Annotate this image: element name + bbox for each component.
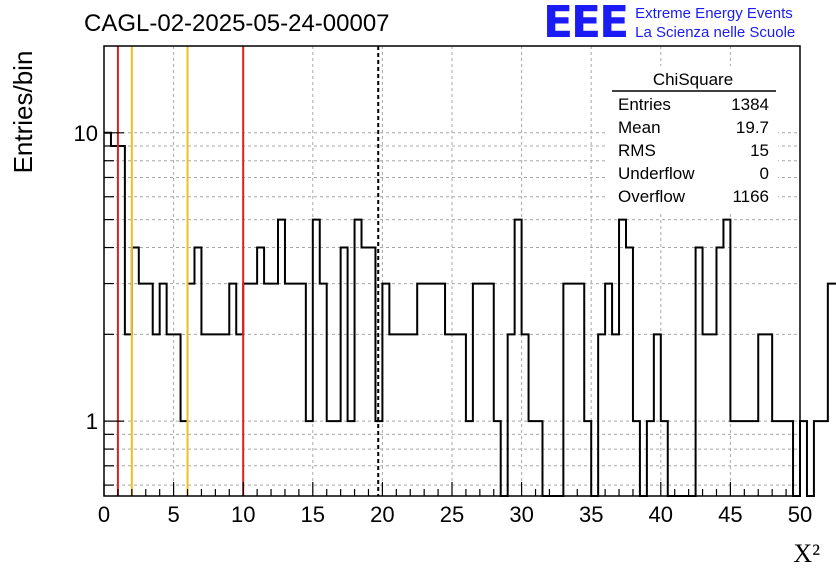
logo-text: Extreme Energy Events La Scienza nelle S…: [635, 4, 795, 42]
logo-mark: EEE: [543, 0, 629, 48]
logo-line-2: La Scienza nelle Scuole: [635, 24, 796, 41]
stats-value: 15: [750, 141, 769, 160]
reference-lines: [116, 46, 380, 496]
stats-box: ChiSquare Entries 1384 Mean 19.7 RMS 15 Underf…: [608, 66, 778, 212]
y-axis-label: Entries/bin: [8, 51, 38, 174]
x-tick-label: 25: [440, 502, 464, 527]
x-tick-label: 10: [231, 502, 255, 527]
stats-label: Entries: [618, 95, 671, 114]
stats-label: Overflow: [618, 187, 686, 206]
logo-line-1: Extreme Energy Events: [635, 5, 793, 22]
stats-label: Mean: [618, 118, 661, 137]
histogram-line: [104, 131, 836, 497]
stats-value: 0: [760, 164, 769, 183]
x-tick-label: 15: [301, 502, 325, 527]
stats-label: RMS: [618, 141, 656, 160]
stats-value: 1384: [731, 95, 769, 114]
y-tick-label: 10: [74, 121, 98, 146]
x-tick-label: 20: [370, 502, 394, 527]
eee-logo: EEE Extreme Energy Events La Scienza nel…: [543, 0, 795, 48]
x-tick-label: 40: [649, 502, 673, 527]
stats-value: 1166: [732, 187, 769, 206]
x-tick-label: 0: [98, 502, 110, 527]
y-tick-label: 1: [86, 409, 98, 434]
stats-label: Underflow: [618, 164, 695, 183]
tick-labels: 0 5 10 15 20 25 30 35 40 45 50 1 10: [74, 121, 813, 527]
stats-title: ChiSquare: [653, 70, 733, 89]
stats-rows: Entries 1384 Mean 19.7 RMS 15 Underflow 0 Overfl…: [618, 95, 769, 206]
x-tick-label: 35: [579, 502, 603, 527]
x-axis-label: X²: [793, 539, 820, 568]
x-tick-label: 30: [509, 502, 533, 527]
x-tick-label: 45: [718, 502, 742, 527]
x-tick-label: 50: [788, 502, 812, 527]
x-tick-label: 5: [167, 502, 179, 527]
stats-value: 19.7: [736, 118, 769, 137]
page-title: CAGL-02-2025-05-24-00007: [84, 10, 390, 37]
axis-ticks: [103, 132, 801, 496]
